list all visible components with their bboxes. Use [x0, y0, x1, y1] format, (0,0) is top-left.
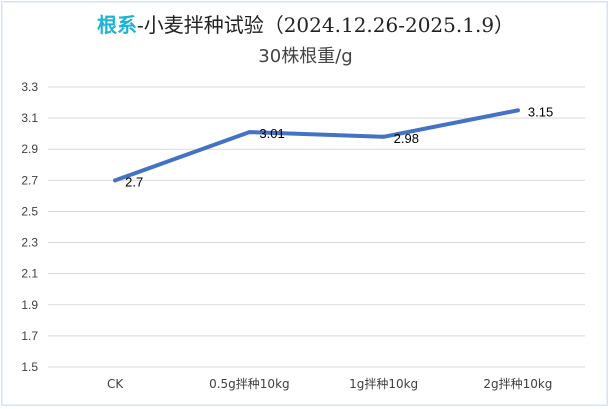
x-tick-label: CK [107, 377, 124, 391]
y-tick-label: 1.5 [21, 360, 38, 374]
data-point [247, 130, 252, 135]
data-label: 3.01 [259, 126, 284, 141]
data-label: 2.98 [394, 131, 419, 146]
data-point [381, 134, 386, 139]
data-label: 3.15 [528, 104, 553, 119]
y-tick-label: 3.3 [21, 80, 38, 94]
y-tick-label: 2.7 [21, 173, 38, 187]
chart-title: 根系-小麦拌种试验（2024.12.26-2025.1.9） [0, 12, 611, 38]
y-tick-label: 3.1 [21, 111, 38, 125]
data-label: 2.7 [125, 174, 143, 189]
series-line [113, 108, 520, 183]
x-tick-label: 0.5g拌种10kg [209, 376, 290, 391]
y-tick-label: 1.9 [21, 298, 38, 312]
x-tick-label: 1g拌种10kg [349, 376, 418, 391]
y-tick-label: 2.9 [21, 142, 38, 156]
y-tick-label: 2.5 [21, 204, 38, 218]
y-tick-label: 1.7 [21, 329, 38, 343]
chart-title-rest: -小麦拌种试验（2024.12.26-2025.1.9） [136, 13, 515, 37]
chart-title-accent: 根系 [96, 13, 137, 37]
chart-subtitle: 30株根重/g [258, 46, 353, 67]
data-point [515, 108, 520, 113]
x-tick-label: 2g拌种10kg [483, 376, 552, 391]
data-point [113, 178, 118, 183]
y-tick-label: 2.1 [21, 267, 38, 281]
y-tick-label: 2.3 [21, 236, 38, 250]
